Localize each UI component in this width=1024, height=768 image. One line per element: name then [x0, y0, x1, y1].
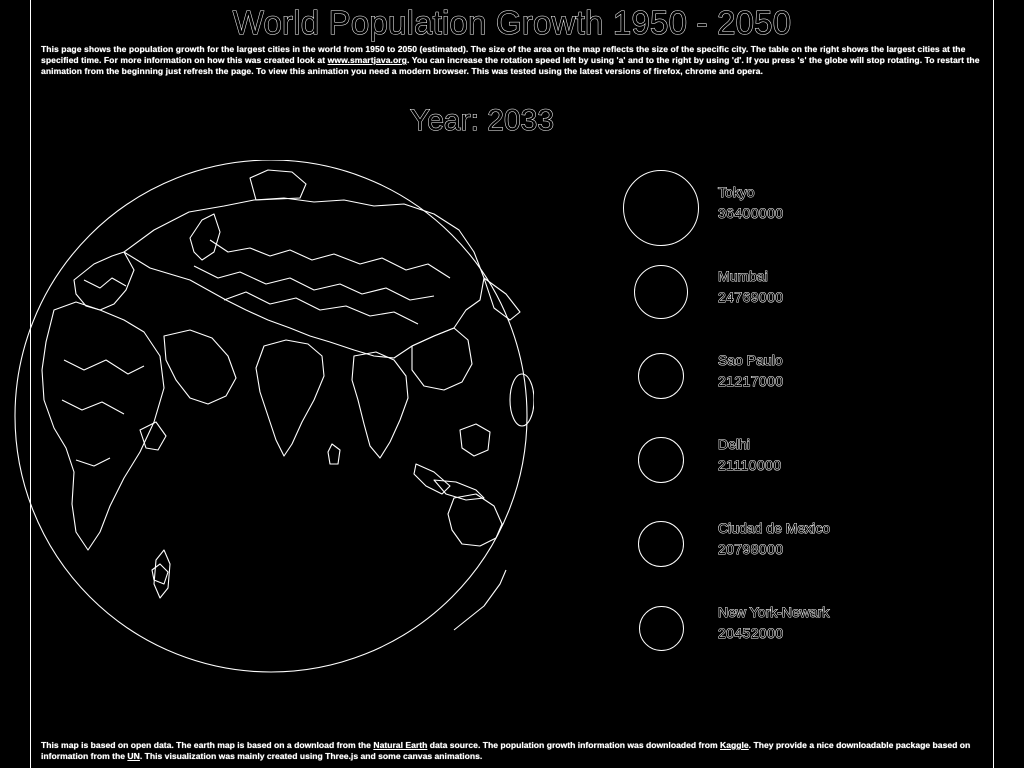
rotating-globe[interactable]	[14, 160, 534, 680]
land-inner-borders-6	[61, 399, 125, 415]
city-entry: New York-Newark 20452000	[626, 588, 956, 668]
year-label: Year:	[409, 104, 479, 138]
year-value: 2033	[487, 104, 555, 138]
intro-text-part1: This page shows the population growth fo…	[41, 44, 966, 65]
land-scandinavia	[189, 213, 221, 261]
land-southern-edge	[453, 569, 507, 631]
city-entry: Ciudad de Mexico 20798000	[626, 504, 956, 584]
city-entry: Mumbai 24769000	[626, 252, 956, 332]
land-sri-lanka	[327, 443, 341, 465]
city-entry: Delhi 21110000	[626, 420, 956, 500]
land-europe-detail	[73, 251, 135, 311]
city-entry: Tokyo 36400000	[623, 168, 956, 248]
city-name: Delhi	[718, 436, 751, 453]
smartjava-link[interactable]: www.smartjava.org	[327, 55, 407, 65]
city-size-marker	[638, 605, 684, 651]
year-display: Year: 2033	[0, 104, 994, 138]
land-kamchatka	[483, 277, 521, 321]
footer-part3: . They provide a nice downloadable packa…	[41, 740, 971, 761]
land-inner-borders-3	[223, 291, 419, 325]
footer-text: This map is based on open data. The eart…	[41, 740, 985, 762]
land-inner-borders-1	[209, 239, 451, 279]
land-southern-islands	[151, 563, 169, 585]
city-population: 21110000	[717, 457, 782, 474]
natural-earth-link[interactable]: Natural Earth	[373, 740, 428, 750]
land-australia	[447, 493, 503, 547]
land-china-coast	[411, 327, 473, 391]
footer-part1: This map is based on open data. The eart…	[41, 740, 374, 750]
land-inner-borders-7	[75, 457, 111, 467]
land-africa	[41, 301, 165, 551]
land-inner-borders-5	[63, 359, 145, 375]
land-arctic-north	[249, 169, 307, 201]
page-title: World Population Growth 1950 - 2050	[232, 4, 792, 42]
kaggle-link[interactable]: Kaggle	[720, 740, 749, 750]
city-name: Mumbai	[718, 268, 769, 285]
land-southeast-asia	[351, 351, 409, 459]
landmass-outlines	[41, 169, 534, 631]
land-inner-borders-4	[83, 277, 127, 289]
city-population: 36400000	[718, 205, 784, 222]
city-size-marker	[638, 521, 684, 567]
city-population: 20452000	[718, 625, 784, 642]
city-size-marker	[638, 353, 684, 399]
city-size-marker	[623, 170, 699, 246]
city-name: Tokyo	[718, 184, 756, 201]
land-arabia	[163, 329, 237, 405]
land-horn-africa	[139, 421, 167, 451]
city-name: Ciudad de Mexico	[717, 520, 831, 537]
land-inner-borders-2	[193, 265, 435, 301]
city-entry: Sao Paulo 21217000	[626, 336, 956, 416]
intro-text-part2: . You can increase the rotation speed le…	[41, 55, 980, 76]
city-name: Sao Paulo	[718, 352, 784, 369]
city-name: New York-Newark	[717, 604, 830, 621]
land-borneo	[459, 423, 491, 457]
un-link[interactable]: UN	[127, 751, 140, 761]
land-indonesia-east	[433, 479, 485, 501]
globe-outline	[14, 160, 528, 673]
city-population: 21217000	[718, 373, 784, 390]
land-sumatra	[413, 463, 451, 495]
footer-part2: data source. The population growth infor…	[427, 740, 721, 750]
city-size-marker	[634, 265, 688, 319]
intro-text: This page shows the population growth fo…	[41, 44, 985, 77]
land-india	[255, 339, 325, 457]
land-madagascar	[153, 549, 171, 599]
land-eurasia-north	[123, 197, 485, 359]
city-population: 24769000	[718, 289, 784, 306]
city-size-marker	[638, 437, 684, 483]
page-frame: World Population Growth 1950 - 2050 This…	[30, 0, 994, 768]
land-japan	[509, 373, 534, 427]
city-population: 20798000	[718, 541, 784, 558]
footer-part4: . This visualization was mainly created …	[139, 751, 483, 761]
